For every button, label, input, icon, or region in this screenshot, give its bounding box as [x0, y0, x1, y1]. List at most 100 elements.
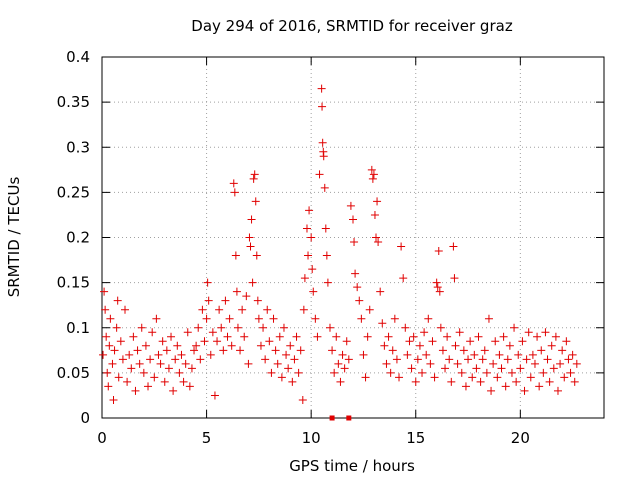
data-point	[190, 346, 199, 355]
chart-title: Day 294 of 2016, SRMTID for receiver gra…	[191, 17, 513, 35]
data-point	[318, 138, 327, 147]
data-point	[464, 355, 473, 364]
data-points	[99, 84, 581, 421]
axis-ticks: 0 0.05 0.1 0.15 0.2 0.25 0.3 0.35 0.4 0 5 10 15 20	[57, 48, 604, 447]
data-point	[560, 373, 569, 382]
data-point	[158, 337, 167, 346]
data-point	[407, 364, 416, 373]
data-point	[553, 386, 562, 395]
data-point	[476, 377, 485, 386]
data-point	[351, 269, 360, 278]
data-point	[106, 314, 115, 323]
data-point	[109, 395, 118, 404]
data-point	[227, 341, 236, 350]
data-point	[315, 170, 324, 179]
data-point	[530, 359, 539, 368]
data-point	[441, 364, 450, 373]
data-point	[386, 368, 395, 377]
data-point	[489, 359, 498, 368]
data-point	[484, 314, 493, 323]
data-point	[175, 368, 184, 377]
data-point	[533, 332, 542, 341]
data-point	[365, 305, 374, 314]
data-point	[570, 377, 579, 386]
data-point	[112, 323, 121, 332]
data-point	[328, 346, 337, 355]
data-point	[213, 337, 222, 346]
data-point	[545, 377, 554, 386]
data-point	[401, 323, 410, 332]
data-point	[470, 350, 479, 359]
data-point	[330, 368, 339, 377]
data-point	[160, 377, 169, 386]
data-point	[426, 359, 435, 368]
data-point	[363, 332, 372, 341]
data-point	[245, 233, 254, 242]
data-point	[388, 346, 397, 355]
data-point	[325, 323, 334, 332]
data-point	[461, 382, 470, 391]
data-point	[309, 287, 318, 296]
data-point	[121, 305, 130, 314]
data-point	[123, 377, 132, 386]
data-point	[499, 332, 508, 341]
data-point	[480, 346, 489, 355]
data-point	[318, 102, 327, 111]
data-point	[267, 368, 276, 377]
data-point	[148, 328, 157, 337]
data-point	[307, 233, 316, 242]
data-point	[332, 332, 341, 341]
data-point	[376, 287, 385, 296]
data-point	[108, 359, 117, 368]
grid	[102, 57, 604, 418]
data-point	[497, 364, 506, 373]
data-point	[242, 292, 251, 301]
y-tick-label: 0	[80, 409, 90, 427]
data-point	[436, 323, 445, 332]
data-point	[100, 287, 109, 296]
data-point	[305, 206, 314, 215]
data-point	[203, 278, 212, 287]
data-point	[405, 337, 414, 346]
data-point	[434, 247, 443, 256]
data-point	[154, 350, 163, 359]
data-point	[219, 346, 228, 355]
data-point	[230, 188, 239, 197]
data-point	[290, 355, 299, 364]
data-point	[229, 179, 238, 188]
data-point	[210, 391, 219, 400]
data-point	[232, 287, 241, 296]
data-point	[279, 323, 288, 332]
x-tick-label: 20	[511, 429, 530, 447]
data-point	[336, 377, 345, 386]
data-point	[501, 382, 510, 391]
data-point	[564, 355, 573, 364]
data-point	[277, 373, 286, 382]
data-point	[300, 274, 309, 283]
data-point	[514, 350, 523, 359]
data-point	[374, 238, 383, 247]
data-point	[271, 346, 280, 355]
data-point	[113, 296, 122, 305]
data-point	[353, 283, 362, 292]
data-point	[520, 386, 529, 395]
data-point	[562, 337, 571, 346]
data-point	[282, 350, 291, 359]
x-tick-label: 0	[97, 429, 107, 447]
data-point	[321, 224, 330, 233]
data-point	[183, 328, 192, 337]
data-point	[455, 328, 464, 337]
data-point	[204, 296, 213, 305]
data-point	[493, 373, 502, 382]
data-point	[152, 314, 161, 323]
data-point	[206, 350, 215, 359]
data-point	[103, 368, 112, 377]
data-point	[344, 355, 353, 364]
data-point	[304, 251, 313, 260]
data-point	[526, 373, 535, 382]
data-point	[150, 373, 159, 382]
data-point	[428, 337, 437, 346]
data-point	[338, 350, 347, 359]
data-point	[539, 368, 548, 377]
